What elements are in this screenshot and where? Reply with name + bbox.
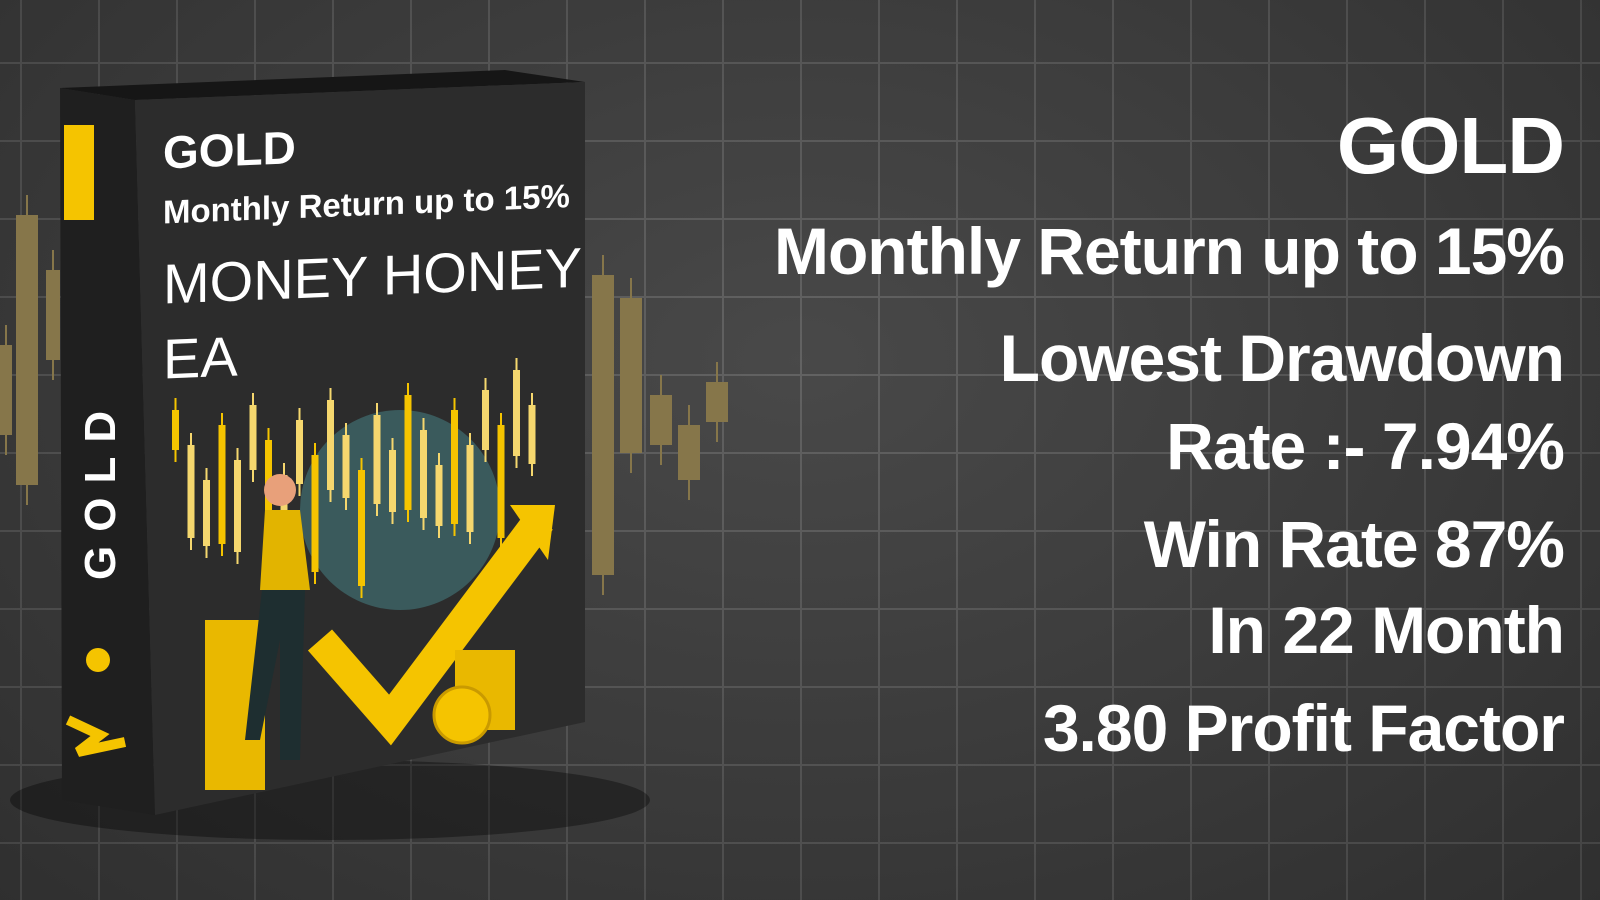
candlestick xyxy=(296,420,303,484)
background-candlesticks xyxy=(0,195,728,595)
feature-monthly-return: Monthly Return up to 15% xyxy=(774,214,1565,288)
candlestick xyxy=(678,425,700,480)
candlestick xyxy=(482,390,489,450)
candlestick xyxy=(620,298,642,453)
candlestick xyxy=(466,445,474,532)
box-product-name-ea: EA xyxy=(163,324,238,390)
candlestick xyxy=(234,460,241,552)
feature-win-rate: Win Rate 87% xyxy=(1143,507,1565,581)
dollar-coin-icon xyxy=(432,685,492,745)
up-arrow-icon xyxy=(307,510,553,746)
candlestick xyxy=(513,370,520,456)
candlestick xyxy=(706,382,728,422)
businessman-figure xyxy=(245,474,310,760)
candlestick xyxy=(187,445,195,538)
candlestick xyxy=(172,410,179,450)
candlestick xyxy=(327,400,334,490)
box-artwork xyxy=(172,358,555,790)
candlestick xyxy=(0,345,12,435)
candlestick xyxy=(650,395,672,445)
candlestick xyxy=(311,455,319,572)
spine-text: GOLD xyxy=(76,397,125,580)
candlestick xyxy=(358,470,365,586)
box-title: GOLD xyxy=(163,121,296,178)
feature-profit-factor: 3.80 Profit Factor xyxy=(1042,691,1565,765)
candlestick xyxy=(497,425,505,538)
feature-win-period: In 22 Month xyxy=(1208,593,1565,667)
globe-icon xyxy=(300,410,500,610)
candlestick xyxy=(404,395,412,510)
spine-decoration xyxy=(64,125,127,757)
candlestick xyxy=(203,480,210,546)
features-panel: GOLD Monthly Return up to 15% Lowest Dra… xyxy=(774,100,1565,776)
box-top xyxy=(60,70,585,100)
box-spine xyxy=(60,88,155,815)
feature-drawdown: Lowest Drawdown xyxy=(999,321,1565,395)
feature-title: GOLD xyxy=(1336,101,1565,190)
candlestick xyxy=(342,435,350,498)
candlestick xyxy=(528,405,536,464)
candlestick xyxy=(373,415,381,504)
candlestick xyxy=(420,430,427,518)
candlestick xyxy=(451,410,458,524)
candlestick xyxy=(249,405,257,470)
candlestick xyxy=(592,275,614,575)
candlestick xyxy=(389,450,396,512)
feature-drawdown-rate: Rate :- 7.94% xyxy=(1166,409,1565,483)
candlestick xyxy=(16,215,38,485)
candlestick xyxy=(218,425,226,544)
candlestick xyxy=(46,270,60,360)
candlestick xyxy=(435,465,443,526)
